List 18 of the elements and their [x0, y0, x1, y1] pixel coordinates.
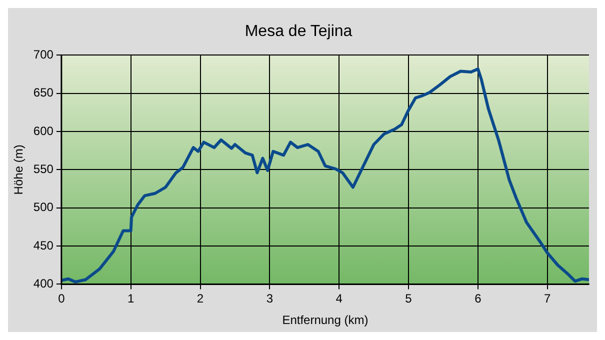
x-tick-label: 1 — [127, 292, 134, 306]
y-tick-label: 550 — [33, 162, 54, 176]
chart-title: Mesa de Tejina — [244, 23, 352, 40]
x-tick-label: 5 — [405, 292, 412, 306]
x-tick-label: 0 — [58, 292, 66, 306]
y-tick-label: 700 — [33, 48, 54, 62]
x-tick-label: 3 — [266, 292, 274, 306]
x-axis-title: Entfernung (km) — [282, 313, 368, 328]
x-tick-label: 7 — [544, 292, 552, 306]
y-axis-title: Höhe (m) — [12, 144, 26, 195]
y-tick-label: 400 — [33, 276, 54, 291]
y-tick-label: 450 — [33, 238, 54, 252]
y-tick-label: 500 — [33, 200, 54, 214]
x-tick-label: 2 — [196, 292, 204, 306]
y-tick-label: 600 — [33, 124, 54, 138]
x-tick-label: 4 — [336, 292, 343, 306]
y-tick-label: 650 — [33, 86, 54, 100]
x-tick-label: 6 — [474, 292, 482, 306]
